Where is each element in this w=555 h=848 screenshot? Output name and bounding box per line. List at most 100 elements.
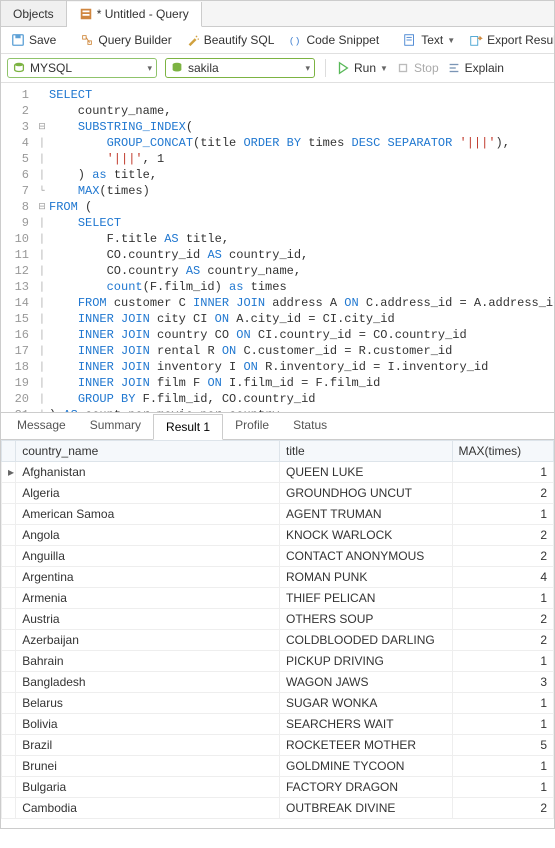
- stop-button[interactable]: Stop: [396, 61, 439, 75]
- cell-country[interactable]: Bolivia: [16, 714, 280, 735]
- cell-max[interactable]: 1: [452, 756, 553, 777]
- export-icon: [469, 33, 483, 47]
- tab-objects[interactable]: Objects: [1, 1, 67, 26]
- cell-max[interactable]: 2: [452, 483, 553, 504]
- cell-max[interactable]: 3: [452, 672, 553, 693]
- beautify-icon: [186, 33, 200, 47]
- save-icon: [11, 33, 25, 47]
- explain-button[interactable]: Explain: [447, 61, 504, 75]
- cell-max[interactable]: 1: [452, 588, 553, 609]
- cell-country[interactable]: Angola: [16, 525, 280, 546]
- cell-title[interactable]: THIEF PELICAN: [280, 588, 453, 609]
- cell-max[interactable]: 2: [452, 609, 553, 630]
- cell-title[interactable]: CONTACT ANONYMOUS: [280, 546, 453, 567]
- save-button[interactable]: Save: [7, 31, 60, 49]
- cell-country[interactable]: Bulgaria: [16, 777, 280, 798]
- cell-country[interactable]: Brazil: [16, 735, 280, 756]
- tab-result1[interactable]: Result 1: [153, 414, 223, 440]
- file-tabbar: Objects * Untitled - Query: [1, 1, 554, 27]
- cell-max[interactable]: 2: [452, 798, 553, 819]
- tab-message[interactable]: Message: [5, 413, 78, 439]
- run-button[interactable]: Run ▼: [336, 61, 388, 75]
- cell-country[interactable]: Belarus: [16, 693, 280, 714]
- result-grid[interactable]: country_nametitleMAX(times) ▸ Afghanista…: [1, 440, 554, 848]
- column-header[interactable]: country_name: [16, 441, 280, 462]
- cell-country[interactable]: Cambodia: [16, 798, 280, 819]
- cell-title[interactable]: COLDBLOODED DARLING: [280, 630, 453, 651]
- export-button[interactable]: Export Result: [465, 31, 554, 49]
- cell-max[interactable]: 2: [452, 525, 553, 546]
- table-row[interactable]: ▸ Afghanistan QUEEN LUKE 1: [2, 462, 554, 483]
- cell-title[interactable]: FACTORY DRAGON: [280, 777, 453, 798]
- cell-title[interactable]: SUGAR WONKA: [280, 693, 453, 714]
- table-row[interactable]: Algeria GROUNDHOG UNCUT 2: [2, 483, 554, 504]
- code-snippet-button[interactable]: () Code Snippet: [284, 31, 383, 49]
- table-row[interactable]: Bulgaria FACTORY DRAGON 1: [2, 777, 554, 798]
- cell-title[interactable]: WAGON JAWS: [280, 672, 453, 693]
- cell-country[interactable]: Argentina: [16, 567, 280, 588]
- cell-title[interactable]: KNOCK WARLOCK: [280, 525, 453, 546]
- table-row[interactable]: Armenia THIEF PELICAN 1: [2, 588, 554, 609]
- row-marker: [2, 525, 16, 546]
- cell-max[interactable]: 1: [452, 651, 553, 672]
- tab-query[interactable]: * Untitled - Query: [67, 2, 202, 27]
- row-marker: [2, 777, 16, 798]
- cell-country[interactable]: American Samoa: [16, 504, 280, 525]
- column-header[interactable]: title: [280, 441, 453, 462]
- sql-editor[interactable]: 12345678910111213141516171819202122 ⊟│││…: [1, 83, 554, 413]
- cell-max[interactable]: 5: [452, 735, 553, 756]
- beautify-button[interactable]: Beautify SQL: [182, 31, 279, 49]
- table-row[interactable]: Brazil ROCKETEER MOTHER 5: [2, 735, 554, 756]
- table-row[interactable]: Austria OTHERS SOUP 2: [2, 609, 554, 630]
- cell-max[interactable]: 1: [452, 777, 553, 798]
- cell-country[interactable]: Afghanistan: [16, 462, 280, 483]
- table-row[interactable]: Cambodia OUTBREAK DIVINE 2: [2, 798, 554, 819]
- table-row[interactable]: American Samoa AGENT TRUMAN 1: [2, 504, 554, 525]
- engine-select[interactable]: MYSQL ▾: [7, 58, 157, 78]
- cell-max[interactable]: 1: [452, 693, 553, 714]
- cell-max[interactable]: 4: [452, 567, 553, 588]
- cell-country[interactable]: Armenia: [16, 588, 280, 609]
- tab-summary[interactable]: Summary: [78, 413, 153, 439]
- cell-max[interactable]: 1: [452, 714, 553, 735]
- cell-country[interactable]: Austria: [16, 609, 280, 630]
- table-row[interactable]: Bangladesh WAGON JAWS 3: [2, 672, 554, 693]
- table-row[interactable]: Argentina ROMAN PUNK 4: [2, 567, 554, 588]
- cell-title[interactable]: QUEEN LUKE: [280, 462, 453, 483]
- table-row[interactable]: Bolivia SEARCHERS WAIT 1: [2, 714, 554, 735]
- code-area[interactable]: SELECT country_name, SUBSTRING_INDEX( GR…: [49, 87, 554, 412]
- cell-max[interactable]: 1: [452, 462, 553, 483]
- cell-country[interactable]: Algeria: [16, 483, 280, 504]
- cell-title[interactable]: OUTBREAK DIVINE: [280, 798, 453, 819]
- cell-country[interactable]: Azerbaijan: [16, 630, 280, 651]
- cell-max[interactable]: 2: [452, 630, 553, 651]
- cell-title[interactable]: OTHERS SOUP: [280, 609, 453, 630]
- table-row[interactable]: Bahrain PICKUP DRIVING 1: [2, 651, 554, 672]
- cell-country[interactable]: Anguilla: [16, 546, 280, 567]
- database-select[interactable]: sakila ▾: [165, 58, 315, 78]
- text-button[interactable]: Text ▼: [399, 31, 459, 49]
- cell-title[interactable]: SEARCHERS WAIT: [280, 714, 453, 735]
- tab-status[interactable]: Status: [281, 413, 339, 439]
- cell-title[interactable]: ROCKETEER MOTHER: [280, 735, 453, 756]
- cell-country[interactable]: Brunei: [16, 756, 280, 777]
- table-row[interactable]: Brunei GOLDMINE TYCOON 1: [2, 756, 554, 777]
- query-builder-button[interactable]: Query Builder: [76, 31, 175, 49]
- tab-profile[interactable]: Profile: [223, 413, 281, 439]
- cell-max[interactable]: 2: [452, 546, 553, 567]
- cell-title[interactable]: GOLDMINE TYCOON: [280, 756, 453, 777]
- cell-country[interactable]: Bahrain: [16, 651, 280, 672]
- row-marker: [2, 630, 16, 651]
- column-header[interactable]: MAX(times): [452, 441, 553, 462]
- table-row[interactable]: Belarus SUGAR WONKA 1: [2, 693, 554, 714]
- table-row[interactable]: Azerbaijan COLDBLOODED DARLING 2: [2, 630, 554, 651]
- cell-title[interactable]: ROMAN PUNK: [280, 567, 453, 588]
- cell-country[interactable]: Bangladesh: [16, 672, 280, 693]
- table-row[interactable]: Angola KNOCK WARLOCK 2: [2, 525, 554, 546]
- cell-title[interactable]: GROUNDHOG UNCUT: [280, 483, 453, 504]
- cell-title[interactable]: PICKUP DRIVING: [280, 651, 453, 672]
- table-row[interactable]: Anguilla CONTACT ANONYMOUS 2: [2, 546, 554, 567]
- cell-max[interactable]: 1: [452, 504, 553, 525]
- stop-icon: [396, 61, 410, 75]
- cell-title[interactable]: AGENT TRUMAN: [280, 504, 453, 525]
